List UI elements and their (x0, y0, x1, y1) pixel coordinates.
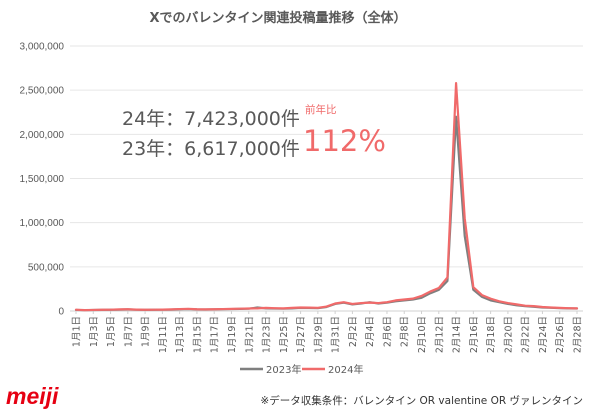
x-tick-label: 1月19日 (227, 316, 238, 353)
annotation-2023-total: 23年：6,617,000件 (122, 138, 300, 160)
legend-label-2023: 2023年 (266, 363, 301, 376)
x-tick-label: 2月14日 (452, 316, 463, 353)
series-line-1 (74, 81, 579, 312)
data-collection-note: ※データ収集条件：バレンタイン OR valentine OR ヴァレンタイン (260, 394, 583, 407)
legend: 2023年 2024年 (240, 363, 363, 376)
x-tick-label: 2月26日 (555, 316, 566, 353)
x-tick-label: 2月20日 (503, 316, 514, 353)
legend-label-2024: 2024年 (328, 363, 363, 376)
x-axis-labels: 1月1日 1月3日 1月5日 1月7日 1月9日 1月11日 1月13日 1月15日 1月17日… (72, 311, 584, 353)
x-tick-label: 1月17日 (210, 316, 221, 353)
yoy-value: 112% (303, 124, 386, 158)
x-tick-label: 1月27日 (296, 316, 307, 353)
x-tick-label: 1月9日 (141, 316, 152, 347)
x-tick-label: 1月23日 (262, 316, 273, 353)
grid-layer: 0 500,000 1,000,000 1,500,000 2,000,000 2,500… (20, 42, 583, 318)
series-layer (74, 81, 579, 312)
x-tick-label: 2月12日 (434, 316, 445, 353)
x-tick-label: 1月3日 (89, 316, 100, 347)
x-tick-label: 1月1日 (72, 316, 83, 347)
y-tick-label: 3,000,000 (20, 42, 65, 53)
x-tick-label: 1月7日 (123, 316, 134, 347)
annotation-2024-total: 24年：7,423,000件 (122, 108, 300, 130)
x-tick-label: 2月18日 (486, 316, 497, 353)
x-tick-label: 1月5日 (106, 316, 117, 347)
y-tick-label: 0 (58, 307, 64, 318)
x-tick-label: 1月11日 (158, 316, 169, 353)
x-tick-label: 2月10日 (417, 316, 428, 353)
x-tick-label: 1月25日 (279, 316, 290, 353)
meiji-logo: meiji (6, 383, 59, 409)
x-tick-label: 2月24日 (538, 316, 549, 353)
x-tick-label: 2月4日 (365, 316, 376, 347)
x-tick-label: 2月6日 (382, 316, 393, 347)
y-tick-label: 2,500,000 (20, 86, 65, 97)
x-tick-label: 1月21日 (244, 316, 255, 353)
chart-title: Xでのバレンタイン関連投稿量推移（全体） (149, 10, 406, 26)
x-tick-label: 1月29日 (313, 316, 324, 353)
yoy-label: 前年比 (305, 103, 337, 116)
x-tick-label: 2月16日 (469, 316, 480, 353)
x-tick-label: 1月13日 (175, 316, 186, 353)
x-tick-label: 1月15日 (192, 316, 203, 353)
x-tick-label: 1月31日 (331, 316, 342, 353)
y-tick-label: 1,000,000 (20, 218, 65, 229)
x-tick-label: 2月2日 (348, 316, 359, 347)
x-tick-label: 2月28日 (573, 316, 584, 353)
y-tick-label: 1,500,000 (20, 174, 65, 185)
y-tick-label: 2,000,000 (20, 130, 65, 141)
y-tick-label: 500,000 (28, 262, 65, 273)
x-tick-label: 2月8日 (400, 316, 411, 347)
x-tick-label: 2月22日 (521, 316, 532, 353)
